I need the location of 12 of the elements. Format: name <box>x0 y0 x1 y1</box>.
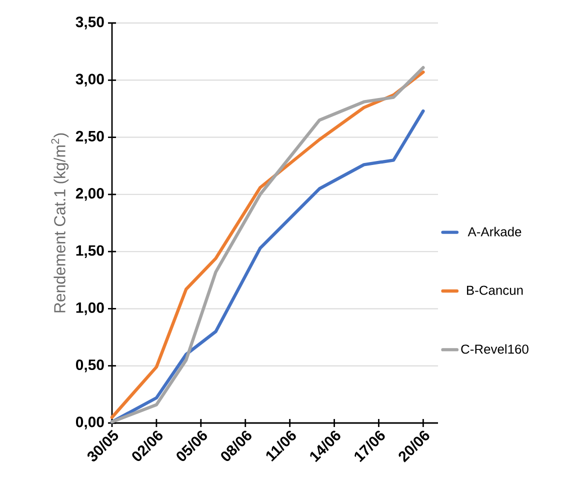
y-tick-label: 1,50 <box>76 245 104 258</box>
y-tick-label: 0,00 <box>76 416 104 430</box>
y-axis-title: Rendement Cat.1 (kg/m$^{2}$) <box>51 133 69 312</box>
y-tick-label: 2,50 <box>76 130 104 144</box>
y-tick-label: 3,00 <box>76 74 104 87</box>
y-tick-label: 0,50 <box>76 359 104 372</box>
y-tick-label: 1,00 <box>76 302 104 316</box>
legend-label: A-Arkade <box>468 226 522 236</box>
legend-label: C-Revel160 <box>461 344 528 354</box>
legend-label: B-Cancun <box>467 286 523 295</box>
y-tick-label: 2,00 <box>76 188 104 201</box>
y-tick-label: 3,50 <box>76 16 104 30</box>
